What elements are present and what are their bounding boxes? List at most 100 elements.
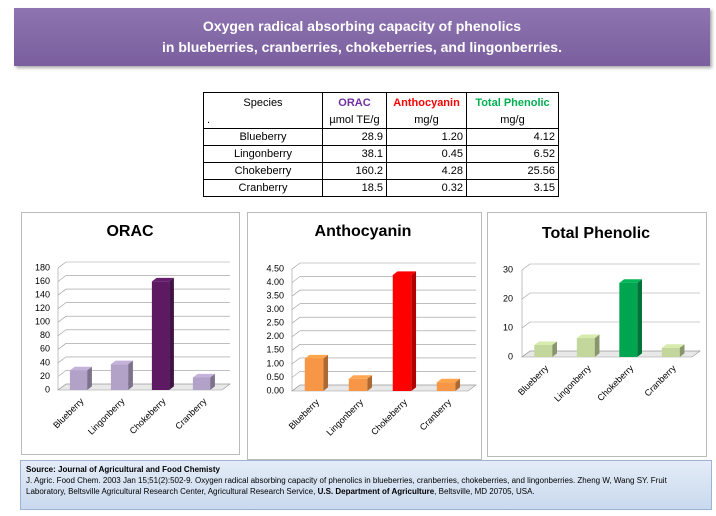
grid-line [57, 356, 230, 364]
bar [661, 344, 685, 357]
bar-top [534, 341, 557, 346]
grid-line [57, 315, 230, 323]
source-heading: Source: Journal of Agricultural and Food… [26, 465, 220, 474]
bar-top [110, 360, 133, 365]
y-tick-label: 3.00 [266, 304, 284, 314]
bar-front [348, 378, 368, 391]
header-cell: Total Phenolic [466, 92, 559, 112]
bar-top [69, 366, 92, 371]
grid-line [521, 263, 700, 271]
bar-side [411, 271, 417, 391]
grid-line [57, 275, 230, 282]
bar-front [576, 338, 595, 357]
grid-line [57, 370, 230, 377]
header-cell: Species [203, 92, 323, 112]
bar [534, 341, 557, 357]
grid-line [57, 261, 230, 269]
bar-top [348, 375, 373, 379]
table-row: Lingonberry 38.1 0.45 6.52 [203, 145, 559, 163]
x-tick-label: Cranberry [418, 397, 454, 433]
y-tick-label: 100 [35, 317, 50, 327]
grid-line [57, 302, 230, 309]
grid-line [291, 371, 476, 378]
citation-text: J. Agric. Food Chem. 2003 Jan 15;51(2):5… [26, 476, 667, 496]
x-tick-label: Chokeberry [369, 397, 409, 437]
y-tick-label: 1.50 [266, 345, 284, 355]
x-tick-label: Lingonberry [552, 363, 593, 404]
y-tick-label: 0 [45, 384, 50, 394]
chart-title: ORAC [106, 223, 154, 240]
grid-line [57, 343, 230, 350]
grid-line [291, 316, 476, 324]
x-tick-label: Blueberry [287, 397, 322, 432]
agency: U.S. Department of Agriculture [317, 487, 435, 496]
bar [151, 277, 174, 390]
unit-row: . µmol TE/g mg/g mg/g [203, 112, 559, 129]
table-cell: Cranberry [203, 179, 323, 197]
bar [619, 279, 642, 357]
y-tick-label: 160 [35, 276, 50, 286]
grid-line [521, 321, 700, 329]
bar [110, 360, 133, 390]
bar-side [679, 344, 685, 357]
y-tick-label: 2.00 [266, 331, 284, 341]
citation: J. Agric. Food Chem. 2003 Jan 15;51(2):5… [26, 475, 706, 497]
x-tick-label: Chokeberry [128, 396, 168, 436]
bar-front [192, 377, 211, 390]
y-tick-label: 120 [35, 303, 50, 313]
x-tick-label: Blueberry [51, 396, 86, 431]
table-row: Blueberry 28.9 1.20 4.12 [203, 128, 559, 146]
table-cell: Blueberry [203, 128, 323, 146]
y-tick-label: 40 [40, 357, 50, 367]
y-tick-label: 60 [40, 344, 50, 354]
bar-front [151, 281, 170, 390]
bar-top [436, 378, 461, 383]
grid-line [291, 384, 476, 392]
data-table: Species ORAC Anthocyanin Total Phenolic. µmo… [203, 92, 559, 197]
bar-side [87, 366, 92, 390]
y-tick-label: 10 [503, 322, 513, 332]
unit-cell: mg/g [466, 112, 559, 129]
bar-side [169, 277, 174, 390]
grid-line [291, 303, 476, 310]
bar [192, 373, 215, 390]
bar-top [304, 354, 329, 359]
table-row: Chokeberry 160.2 4.28 25.56 [203, 162, 559, 180]
bar [69, 366, 92, 390]
address: , Beltsville, MD 20705, USA. [434, 487, 535, 496]
bar-side [128, 360, 133, 390]
bar-front [619, 282, 638, 357]
y-tick-label: 3.50 [266, 290, 284, 300]
chart-title: Total Phenolic [542, 225, 650, 242]
banner: Oxygen radical absorbing capacity of phe… [14, 8, 710, 66]
table-cell: 18.5 [322, 179, 387, 197]
bar [304, 354, 329, 391]
y-tick-label: 2.50 [266, 318, 284, 328]
grid-line [291, 289, 476, 297]
grid-line [57, 329, 230, 337]
y-tick-label: 0 [508, 351, 513, 361]
y-tick-label: 0.00 [266, 385, 284, 395]
grid-line [291, 262, 476, 270]
y-tick-label: 1.00 [266, 358, 284, 368]
y-tick-label: 0.50 [266, 372, 284, 382]
bar-top [576, 334, 600, 339]
bar-front [392, 274, 412, 391]
y-tick-label: 20 [40, 371, 50, 381]
bar-side [367, 375, 373, 391]
bar-front [661, 347, 680, 357]
bar-side [323, 354, 329, 391]
y-tick-label: 20 [503, 293, 513, 303]
bar-side [210, 373, 215, 390]
grid-line [291, 330, 476, 338]
panel [247, 212, 482, 460]
table-cell: 4.28 [386, 162, 467, 180]
bar-front [436, 382, 456, 391]
bar-side [594, 334, 600, 357]
x-tick-label: Chokeberry [595, 363, 635, 403]
bar-front [304, 358, 324, 391]
bar-side [455, 378, 461, 391]
header-row: Species ORAC Anthocyanin Total Phenolic [203, 92, 559, 112]
bar-top [661, 344, 685, 348]
